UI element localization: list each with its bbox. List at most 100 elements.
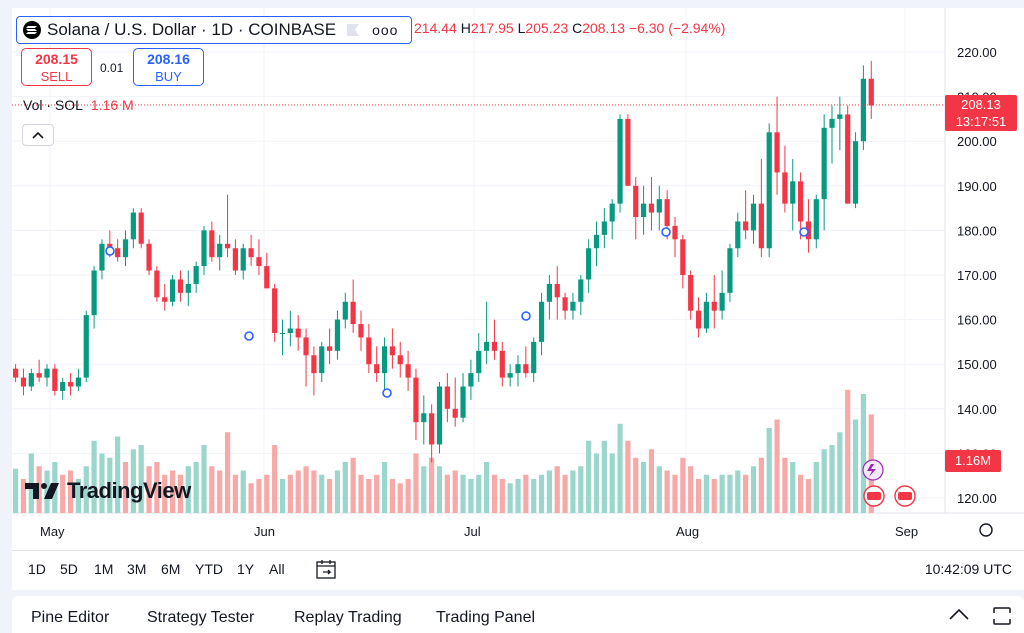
candle-body xyxy=(845,114,851,204)
tab-replay-trading[interactable]: Replay Trading xyxy=(294,609,402,626)
clock[interactable]: 10:42:09 UTC xyxy=(924,561,1012,577)
volume-bar xyxy=(633,457,639,513)
volume-legend-value: 1.16 M xyxy=(90,97,134,113)
candle-body xyxy=(656,199,662,213)
volume-bar xyxy=(272,445,278,513)
chevron-up-icon[interactable] xyxy=(948,606,970,622)
candle-body xyxy=(562,297,568,311)
range-6m[interactable]: 6M xyxy=(161,561,181,577)
candle-body xyxy=(36,373,42,378)
volume-bar xyxy=(790,462,796,513)
tradingview-logo[interactable]: TradingView xyxy=(25,478,191,504)
calendar-icon[interactable] xyxy=(314,557,338,581)
candle-body xyxy=(381,346,388,374)
event-marker-icon xyxy=(799,227,809,237)
volume-bar xyxy=(538,474,545,513)
volume-bar xyxy=(460,474,466,513)
volume-bar xyxy=(578,466,584,513)
volume-bar xyxy=(177,474,184,513)
change-value: −6.30 (−2.94%) xyxy=(628,20,726,36)
candle-body xyxy=(303,337,309,356)
volume-bar xyxy=(374,474,380,513)
sell-price: 208.15 xyxy=(35,51,78,67)
range-5d[interactable]: 5D xyxy=(60,561,78,577)
buy-button[interactable]: 208.16 BUY xyxy=(133,48,204,86)
range-all[interactable]: All xyxy=(269,561,285,577)
candle-body xyxy=(20,377,27,387)
volume-bar xyxy=(201,445,207,513)
volume-bar xyxy=(327,479,333,513)
range-ytd[interactable]: YTD xyxy=(195,561,223,577)
last-price: 208.13 xyxy=(961,97,1001,112)
candle-body xyxy=(397,355,403,365)
open-value: 214.44 xyxy=(414,20,457,36)
volume-bar xyxy=(750,466,757,513)
volume-bar xyxy=(44,470,50,513)
low-value: 205.23 xyxy=(525,20,569,36)
symbol-title: Solana / U.S. Dollar · 1D · COINBASE xyxy=(47,20,337,39)
volume-bar xyxy=(648,449,655,513)
maximize-icon[interactable] xyxy=(992,606,1012,626)
y-tick-label: 180.00 xyxy=(957,223,997,238)
candle-body xyxy=(570,301,576,311)
candle-body xyxy=(468,373,474,387)
volume-bar xyxy=(342,462,348,513)
volume-bar xyxy=(813,462,819,513)
volume-bar xyxy=(20,479,27,513)
chart-panel[interactable]: 220.00210.00200.00190.00180.00170.00160.… xyxy=(12,8,1024,590)
candle-body xyxy=(852,141,859,204)
y-tick-label: 190.00 xyxy=(957,179,997,194)
volume-bar xyxy=(735,470,741,513)
volume-bar xyxy=(664,470,670,513)
candle-body xyxy=(209,230,215,258)
candle-body xyxy=(609,203,615,222)
candle-body xyxy=(829,118,835,128)
candle-body xyxy=(491,341,498,351)
candle-body xyxy=(664,199,670,226)
candle-body xyxy=(837,114,843,119)
tab-strategy-tester[interactable]: Strategy Tester xyxy=(147,609,255,626)
event-marker-icon xyxy=(244,331,254,341)
candle-body xyxy=(711,301,717,311)
volume-bar xyxy=(405,479,411,513)
volume-bar xyxy=(334,470,341,513)
volume-bar xyxy=(625,440,631,513)
symbol-search[interactable]: Solana / U.S. Dollar · 1D · COINBASE ooo xyxy=(16,16,412,44)
us-flag-stripes xyxy=(898,492,912,500)
range-3m[interactable]: 3M xyxy=(127,561,147,577)
collapse-button[interactable] xyxy=(22,124,54,146)
tab-pine-editor[interactable]: Pine Editor xyxy=(31,609,110,626)
range-1m[interactable]: 1M xyxy=(94,561,114,577)
candle-body xyxy=(342,301,348,320)
candle-body xyxy=(99,243,105,271)
sell-button[interactable]: 208.15 SELL xyxy=(21,48,92,86)
volume-bar xyxy=(130,449,136,513)
candle-body xyxy=(554,283,560,298)
candle-body xyxy=(790,181,796,204)
flag-icon[interactable] xyxy=(346,23,360,37)
candle-body xyxy=(170,279,176,302)
range-1d[interactable]: 1D xyxy=(28,561,46,577)
volume-bar xyxy=(491,474,498,513)
volume-bar xyxy=(256,479,262,513)
price-chart[interactable]: 220.00210.00200.00190.00180.00170.00160.… xyxy=(12,8,1024,590)
more-icon[interactable]: ooo xyxy=(372,22,399,38)
volume-bar xyxy=(829,445,835,513)
candle-body xyxy=(83,315,89,378)
candle-body xyxy=(287,328,293,333)
range-1y[interactable]: 1Y xyxy=(237,561,255,577)
y-tick-label: 150.00 xyxy=(957,357,997,372)
candle-body xyxy=(28,373,34,387)
volume-bar xyxy=(837,432,843,513)
volume-bar xyxy=(452,470,458,513)
volume-bar xyxy=(758,457,764,513)
candle-body xyxy=(641,203,647,218)
candle-body xyxy=(75,377,81,387)
candle-body xyxy=(476,350,482,374)
tab-trading-panel[interactable]: Trading Panel xyxy=(436,609,536,626)
candle-body xyxy=(593,234,600,249)
buy-price: 208.16 xyxy=(147,51,190,67)
tradingview-logo-text: TradingView xyxy=(67,478,191,503)
volume-bar xyxy=(586,440,592,513)
sell-label: SELL xyxy=(40,69,73,84)
